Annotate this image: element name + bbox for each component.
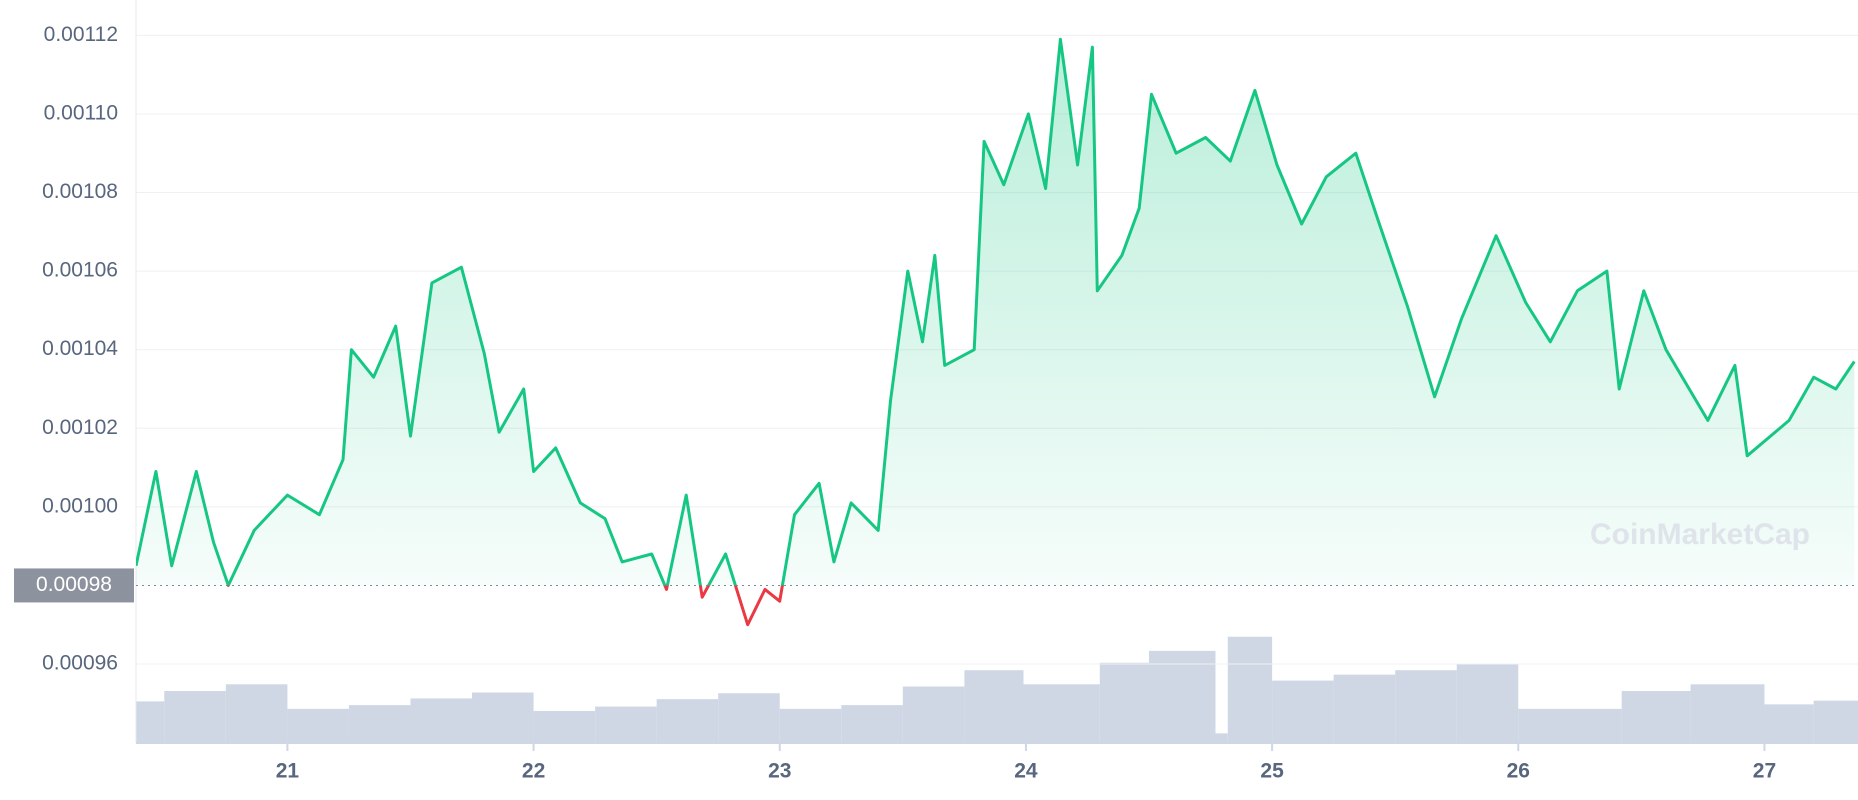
x-tick-label: 22 — [522, 760, 545, 783]
volume-bar — [533, 711, 596, 743]
x-tick-label: 23 — [768, 760, 791, 783]
y-tick-label: 0.00104 — [42, 337, 118, 360]
volume-bar — [136, 701, 165, 743]
volume-bar — [1518, 708, 1622, 743]
volume-bar — [1227, 636, 1273, 743]
x-tick-label: 24 — [1014, 760, 1038, 783]
y-tick-label: 0.00102 — [42, 416, 118, 439]
volume-bar — [1764, 704, 1814, 743]
volume-bar — [1813, 700, 1858, 743]
y-tick-label: 0.00096 — [42, 652, 118, 675]
volume-bar — [1023, 684, 1100, 743]
volume-bar — [410, 698, 473, 743]
y-tick-label: 0.00112 — [44, 23, 118, 46]
volume-bar — [1456, 664, 1519, 743]
price-line-above — [136, 37, 1856, 586]
volume-bar — [964, 670, 1024, 743]
volume-bar — [1621, 690, 1691, 743]
x-tick-label: 27 — [1753, 760, 1776, 783]
y-tick-label: 0.00106 — [42, 259, 118, 282]
y-tick-label: 0.00108 — [42, 180, 118, 203]
x-tick-label: 21 — [276, 760, 300, 783]
area — [136, 39, 1855, 586]
volume-bar — [1099, 662, 1150, 743]
volume-bar — [656, 699, 719, 743]
x-tick-label: 26 — [1507, 760, 1530, 783]
volume-bar — [1149, 650, 1216, 743]
volume-bar — [841, 705, 903, 743]
volume-bar — [1690, 684, 1765, 743]
volume-bar — [164, 690, 226, 743]
volume-bar — [348, 705, 411, 743]
x-tick-label: 25 — [1260, 760, 1284, 783]
volume-bar — [718, 693, 780, 743]
volume-bar — [779, 708, 842, 743]
y-tick-label: 0.00110 — [44, 101, 118, 124]
volume-bar — [225, 684, 288, 743]
volume-bar — [1395, 670, 1457, 743]
volume-bar — [472, 692, 534, 743]
volume-bar — [595, 706, 657, 743]
volume-bar — [1333, 674, 1396, 743]
volume-bar — [902, 686, 965, 743]
volume-bar — [287, 708, 349, 743]
watermark: CoinMarketCap — [1590, 518, 1810, 551]
baseline-label-box — [14, 568, 134, 603]
baseline-label: 0.00098 — [36, 573, 112, 596]
volume-bar — [1272, 680, 1334, 743]
volume-bar — [1215, 733, 1228, 743]
y-tick-label: 0.00100 — [42, 494, 118, 517]
